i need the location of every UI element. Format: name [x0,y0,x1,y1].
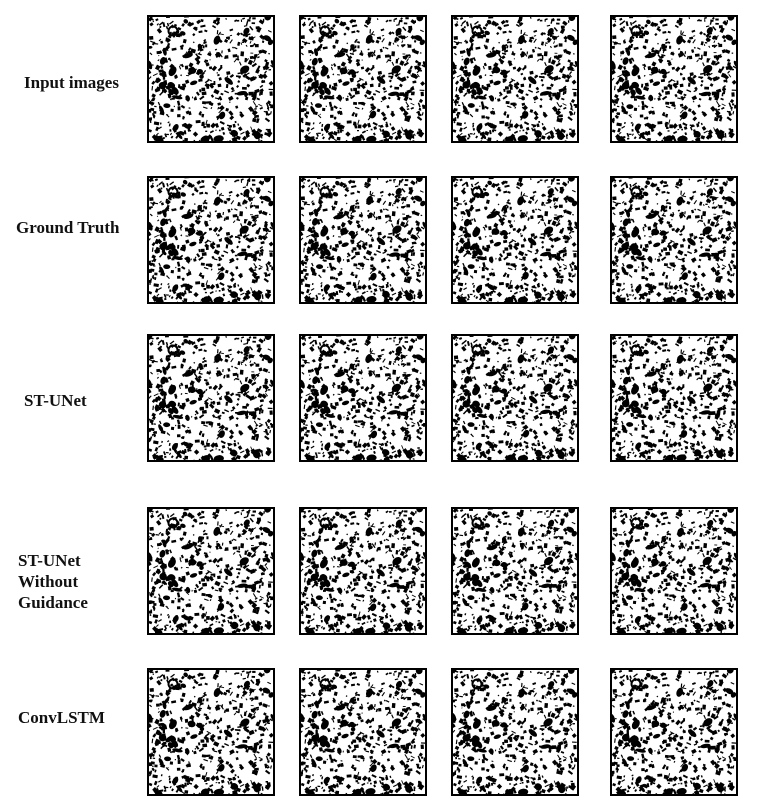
microstructure-image [301,178,425,302]
panel-st-unet-2 [299,334,427,462]
panel-ground-truth-1 [147,176,275,304]
microstructure-image [453,509,577,633]
microstructure-image [149,17,273,141]
panel-st-unet-4 [610,334,738,462]
panel-convlstm-4 [610,668,738,796]
microstructure-image [149,336,273,460]
panel-st-unet-1 [147,334,275,462]
panel-st-unet-without-guidance-3 [451,507,579,635]
microstructure-image [149,670,273,794]
microstructure-image [149,178,273,302]
panel-st-unet-3 [451,334,579,462]
row-label-st-unet-without-guidance: ST-UNet Without Guidance [18,551,88,612]
panel-ground-truth-3 [451,176,579,304]
panel-st-unet-without-guidance-2 [299,507,427,635]
panel-ground-truth-4 [610,176,738,304]
panel-st-unet-without-guidance-4 [610,507,738,635]
row-label-st-unet: ST-UNet [24,391,87,410]
panel-input-images-1 [147,15,275,143]
panel-convlstm-1 [147,668,275,796]
panel-st-unet-without-guidance-1 [147,507,275,635]
panel-ground-truth-2 [299,176,427,304]
panel-convlstm-2 [299,668,427,796]
microstructure-image [612,178,736,302]
panel-convlstm-3 [451,668,579,796]
panel-input-images-4 [610,15,738,143]
microstructure-image [301,509,425,633]
row-label-ground-truth: Ground Truth [16,218,120,237]
panel-input-images-2 [299,15,427,143]
microstructure-image [301,670,425,794]
microstructure-image [612,670,736,794]
microstructure-image [453,17,577,141]
microstructure-image [453,178,577,302]
row-label-convlstm: ConvLSTM [18,708,105,727]
microstructure-image [301,336,425,460]
microstructure-image [453,670,577,794]
microstructure-image [612,336,736,460]
row-label-input-images: Input images [24,73,119,92]
microstructure-image [301,17,425,141]
microstructure-image [612,17,736,141]
microstructure-image [453,336,577,460]
microstructure-image [149,509,273,633]
panel-input-images-3 [451,15,579,143]
microstructure-image [612,509,736,633]
